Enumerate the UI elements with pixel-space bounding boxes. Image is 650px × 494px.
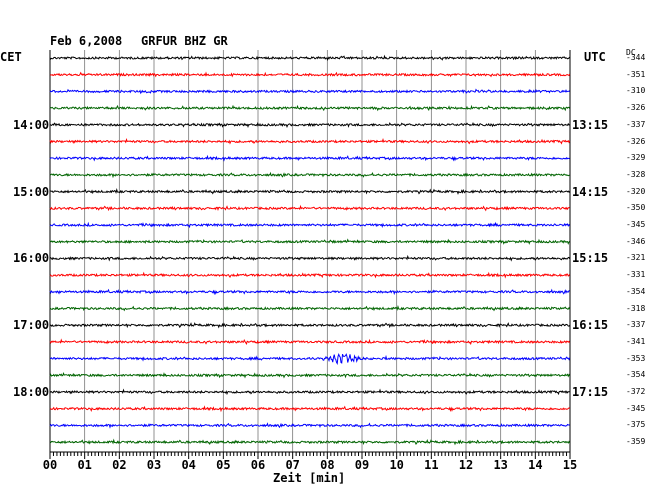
dc-offset-value: -326 xyxy=(626,136,646,146)
x-tick-label: 03 xyxy=(147,458,161,472)
dc-offset-value: -337 xyxy=(626,320,646,330)
dc-offset-value: -359 xyxy=(626,437,646,447)
dc-offset-value: -337 xyxy=(626,119,646,129)
dc-offset-value: -331 xyxy=(626,270,646,280)
x-tick-label: 08 xyxy=(320,458,334,472)
x-tick-label: 13 xyxy=(493,458,507,472)
dc-offset-value: -344 xyxy=(626,53,646,62)
seismic-trace xyxy=(49,71,571,78)
x-tick-label: 02 xyxy=(112,458,126,472)
dc-offset-value: -318 xyxy=(626,303,646,313)
dc-offset-value: -345 xyxy=(626,220,646,229)
seismic-trace xyxy=(49,238,571,245)
time-axis: 00 01 02 03 04 05 06 07 08 09 10 11 12 13 14 15 xyxy=(43,451,577,472)
dc-offset-value: -321 xyxy=(626,253,646,263)
dc-offset-value: -329 xyxy=(626,153,646,163)
seismic-trace xyxy=(49,322,571,329)
utc-time-label: 13:15 xyxy=(572,117,609,132)
seismic-trace xyxy=(49,221,571,229)
dc-offset-value: -345 xyxy=(626,403,646,413)
cet-time-label: 16:00 xyxy=(13,251,50,266)
dc-offset-value: -350 xyxy=(626,203,646,213)
x-tick-label: 05 xyxy=(216,458,230,472)
seismic-trace xyxy=(49,104,571,112)
cet-time-label: 18:00 xyxy=(13,385,50,399)
seismic-trace xyxy=(49,304,571,312)
seismic-trace xyxy=(49,438,571,446)
seismic-trace xyxy=(49,254,571,262)
x-tick-label: 01 xyxy=(77,458,91,472)
seismic-trace xyxy=(49,88,571,95)
dc-offset-value: -375 xyxy=(626,420,646,430)
x-tick-label: 00 xyxy=(43,458,57,472)
station-code: GRFUR BHZ GR xyxy=(141,34,228,48)
seismic-trace xyxy=(49,137,571,145)
dc-offset-value: -351 xyxy=(626,69,646,79)
seismic-trace xyxy=(49,204,570,212)
record-date: Feb 6,2008 xyxy=(50,34,123,48)
seismic-trace xyxy=(49,371,571,379)
x-tick-label: 10 xyxy=(389,458,403,472)
left-timezone-label: CET xyxy=(0,50,22,64)
dc-offset-value: -346 xyxy=(626,236,646,246)
dc-offset-value: -328 xyxy=(626,169,646,179)
dc-offset-header: DC xyxy=(626,48,636,57)
minute-gridlines xyxy=(49,50,571,452)
x-tick-label: 07 xyxy=(285,458,299,472)
seismic-trace xyxy=(49,352,571,366)
dc-offset-value: -372 xyxy=(626,387,646,396)
dc-offset-value: -354 xyxy=(626,370,646,380)
seismic-trace xyxy=(49,288,570,296)
dc-offset-value: -326 xyxy=(626,103,646,113)
x-tick-label: 15 xyxy=(563,458,577,472)
utc-time-label: 14:15 xyxy=(572,184,609,199)
dc-offset-value: -353 xyxy=(626,353,646,363)
x-tick-label: 12 xyxy=(459,458,473,472)
seismic-trace xyxy=(49,388,570,396)
cet-time-label: 15:00 xyxy=(13,184,50,199)
cet-time-label: 17:00 xyxy=(13,318,50,333)
utc-time-label: 15:15 xyxy=(572,251,609,266)
dc-offset-value: -320 xyxy=(626,186,646,196)
x-axis-title: Zeit [min] xyxy=(273,471,346,485)
seismic-trace xyxy=(49,54,571,61)
x-tick-label: 14 xyxy=(528,458,542,472)
utc-time-label: 17:15 xyxy=(572,385,609,399)
dc-offset-value: -310 xyxy=(626,86,646,96)
seismic-trace xyxy=(49,405,570,413)
utc-time-label: 16:15 xyxy=(572,318,609,333)
seismic-trace xyxy=(49,338,571,346)
seismic-trace xyxy=(49,422,570,429)
x-tick-label: 09 xyxy=(355,458,369,472)
dc-offset-value: -354 xyxy=(626,286,646,296)
x-tick-label: 11 xyxy=(424,458,438,472)
seismic-trace xyxy=(49,188,571,195)
right-timezone-label: UTC xyxy=(584,50,606,64)
seismic-trace xyxy=(49,154,571,162)
x-tick-label: 06 xyxy=(251,458,265,472)
seismic-trace xyxy=(49,121,571,128)
dc-offset-value: -341 xyxy=(626,336,646,346)
x-tick-label: 04 xyxy=(181,458,195,472)
cet-time-label: 14:00 xyxy=(13,117,50,132)
seismic-traces xyxy=(49,54,571,446)
seismic-trace xyxy=(49,171,570,179)
seismic-trace xyxy=(49,271,571,279)
